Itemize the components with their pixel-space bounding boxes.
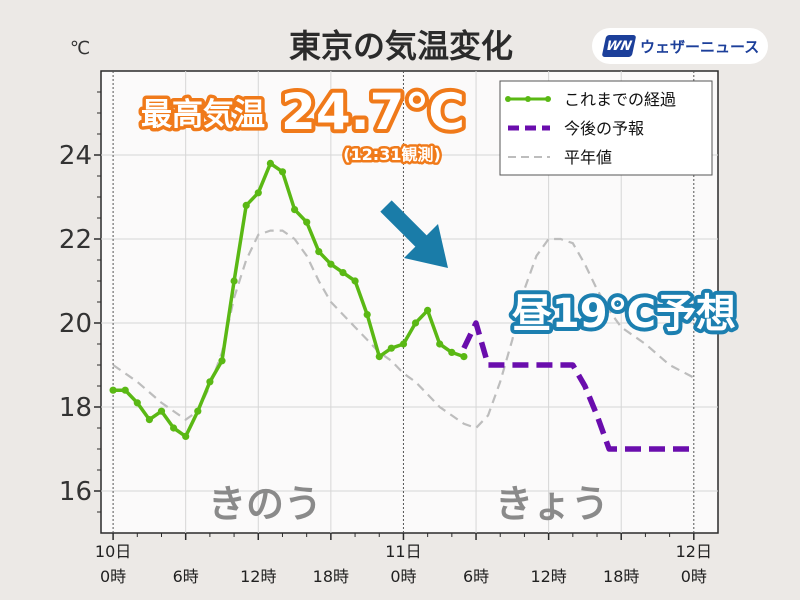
observed-point: [170, 424, 178, 432]
x-tick-label-hour: 18時: [603, 567, 639, 586]
observed-point: [109, 386, 117, 394]
observed-markers: [109, 159, 468, 440]
day-label-yesterday: きのう: [208, 482, 322, 526]
observed-point: [291, 206, 299, 214]
observed-point: [230, 277, 238, 285]
legend-item-normal: 平年値: [508, 148, 612, 167]
observed-point: [351, 277, 359, 285]
x-tick-label-hour: 6時: [173, 567, 199, 586]
observed-point: [424, 306, 432, 314]
observed-point: [363, 311, 371, 319]
y-tick-label: 22: [59, 225, 92, 255]
observed-point: [327, 260, 335, 268]
x-tick-label-date: 10日: [95, 542, 131, 561]
x-tick-label-hour: 12時: [240, 567, 276, 586]
observed-point: [399, 340, 408, 348]
observed-point: [121, 386, 129, 394]
y-tick-label: 18: [59, 393, 92, 423]
x-tick-label-hour: 0時: [681, 567, 707, 586]
chart-title: 東京の気温変化: [289, 27, 513, 65]
day-label-today: きょう: [495, 482, 609, 526]
series-line-dashed-thin: [112, 229, 695, 430]
observed-point: [242, 201, 250, 209]
legend-label-observed: これまでの経過: [564, 90, 676, 109]
y-axis-tick-labels: 16 18 20 22 24: [59, 141, 92, 507]
y-tick-label: 16: [59, 477, 92, 507]
brand-name: ウェザーニュース: [640, 37, 760, 56]
observed-point: [411, 319, 420, 327]
observed-point: [436, 340, 444, 348]
legend-item-forecast: 今後の予報: [508, 119, 644, 138]
observed-point: [266, 159, 274, 167]
y-axis-unit: ℃: [70, 38, 90, 59]
max-temp-value: 24.7℃: [281, 83, 465, 141]
x-tick-label-hour: 0時: [100, 567, 126, 586]
max-temp-time: (12:31観測): [343, 145, 441, 164]
observed-point: [254, 189, 262, 197]
observed-point: [133, 399, 141, 407]
legend-label-forecast: 今後の予報: [564, 119, 644, 138]
x-axis-tick-labels: 10日 0時 6時 12時 18時 11日 0時 6時 12時 18時 12日 0時: [95, 542, 712, 586]
x-tick-label-hour: 0時: [390, 567, 416, 586]
observed-point: [145, 416, 153, 424]
observed-point: [182, 432, 190, 440]
observed-point: [315, 248, 323, 256]
observed-point: [460, 353, 468, 361]
x-tick-label-date: 12日: [676, 542, 712, 561]
legend-label-normal: 平年値: [564, 148, 612, 167]
y-tick-label: 20: [59, 309, 92, 339]
observed-point: [218, 357, 226, 365]
observed-point: [206, 378, 214, 386]
x-tick-label-hour: 18時: [313, 567, 349, 586]
observed-point: [339, 269, 347, 277]
observed-point: [303, 218, 311, 226]
max-temp-label: 最高気温: [141, 97, 265, 133]
legend: これまでの経過 今後の予報 平年値: [499, 80, 713, 176]
observed-point: [448, 348, 456, 356]
series-line-dashed-thick: [461, 320, 694, 452]
observed-point: [157, 407, 166, 415]
arrow-icon: [380, 200, 448, 268]
observed-point: [387, 344, 395, 352]
observed-point: [194, 407, 202, 415]
observed-point: [375, 353, 383, 361]
legend-item-observed: これまでの経過: [505, 90, 676, 109]
y-tick-label: 24: [59, 141, 92, 171]
noon-forecast-label: 昼19℃予想: [512, 291, 736, 337]
axis-ticks: [94, 91, 695, 540]
brand-logo: WN ウェザーニュース: [592, 28, 768, 64]
x-tick-label-date: 11日: [385, 542, 421, 561]
brand-mark-icon: WN: [601, 35, 637, 57]
x-tick-label-hour: 12時: [530, 567, 566, 586]
observed-point: [278, 168, 287, 176]
x-tick-label-hour: 6時: [463, 567, 489, 586]
